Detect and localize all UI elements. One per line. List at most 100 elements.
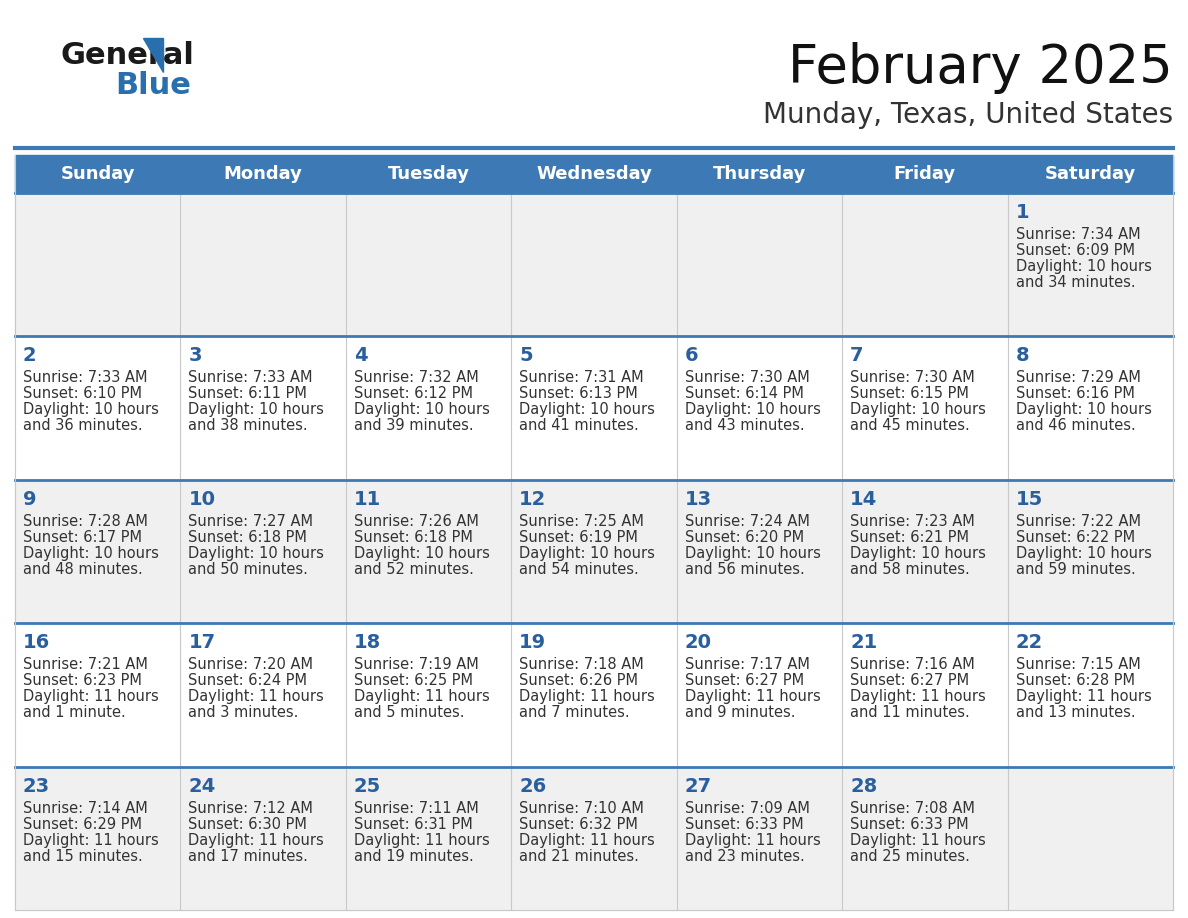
Text: Sunset: 6:30 PM: Sunset: 6:30 PM [189,817,308,832]
Bar [15,193,1173,336]
Text: Daylight: 10 hours: Daylight: 10 hours [1016,402,1151,418]
Text: 23: 23 [23,777,50,796]
Text: and 23 minutes.: and 23 minutes. [684,848,804,864]
Text: and 48 minutes.: and 48 minutes. [23,562,143,577]
Text: Sunrise: 7:10 AM: Sunrise: 7:10 AM [519,800,644,815]
Text: 16: 16 [23,633,50,652]
Text: 8: 8 [1016,346,1029,365]
Text: Sunset: 6:31 PM: Sunset: 6:31 PM [354,817,473,832]
Text: Daylight: 10 hours: Daylight: 10 hours [23,402,159,418]
Text: and 43 minutes.: and 43 minutes. [684,419,804,433]
Text: 2: 2 [23,346,37,365]
Text: and 21 minutes.: and 21 minutes. [519,848,639,864]
Text: 13: 13 [684,490,712,509]
Text: Sunrise: 7:33 AM: Sunrise: 7:33 AM [189,370,312,386]
Text: Sunrise: 7:33 AM: Sunrise: 7:33 AM [23,370,147,386]
Polygon shape [143,38,163,72]
Text: Sunset: 6:16 PM: Sunset: 6:16 PM [1016,386,1135,401]
Text: Sunrise: 7:27 AM: Sunrise: 7:27 AM [189,514,314,529]
Text: Daylight: 10 hours: Daylight: 10 hours [1016,259,1151,274]
Text: Daylight: 11 hours: Daylight: 11 hours [354,689,489,704]
Text: and 11 minutes.: and 11 minutes. [851,705,969,721]
Text: 19: 19 [519,633,546,652]
Bar [15,336,1173,480]
Text: Sunset: 6:33 PM: Sunset: 6:33 PM [851,817,968,832]
Text: Sunrise: 7:21 AM: Sunrise: 7:21 AM [23,657,147,672]
Text: 17: 17 [189,633,215,652]
Text: 9: 9 [23,490,37,509]
Text: Sunrise: 7:30 AM: Sunrise: 7:30 AM [684,370,809,386]
Text: Daylight: 10 hours: Daylight: 10 hours [23,546,159,561]
Text: Sunrise: 7:12 AM: Sunrise: 7:12 AM [189,800,314,815]
Text: and 50 minutes.: and 50 minutes. [189,562,309,577]
Bar [181,155,346,193]
Text: 1: 1 [1016,203,1029,222]
Text: Sunrise: 7:25 AM: Sunrise: 7:25 AM [519,514,644,529]
Text: Sunset: 6:32 PM: Sunset: 6:32 PM [519,817,638,832]
Text: Daylight: 10 hours: Daylight: 10 hours [851,402,986,418]
Bar [677,155,842,193]
Text: Sunrise: 7:09 AM: Sunrise: 7:09 AM [684,800,809,815]
Text: and 5 minutes.: and 5 minutes. [354,705,465,721]
Text: Daylight: 11 hours: Daylight: 11 hours [189,833,324,847]
Text: 28: 28 [851,777,878,796]
Text: Sunrise: 7:24 AM: Sunrise: 7:24 AM [684,514,809,529]
Bar [15,623,1173,767]
Text: Sunday: Sunday [61,165,135,183]
Text: Sunset: 6:15 PM: Sunset: 6:15 PM [851,386,969,401]
Text: and 7 minutes.: and 7 minutes. [519,705,630,721]
Text: Sunset: 6:17 PM: Sunset: 6:17 PM [23,530,143,544]
Text: Sunset: 6:14 PM: Sunset: 6:14 PM [684,386,803,401]
Text: Saturday: Saturday [1044,165,1136,183]
Text: February 2025: February 2025 [789,42,1173,94]
Text: Sunset: 6:10 PM: Sunset: 6:10 PM [23,386,143,401]
Text: Wednesday: Wednesday [536,165,652,183]
Text: Daylight: 10 hours: Daylight: 10 hours [189,402,324,418]
Text: and 34 minutes.: and 34 minutes. [1016,275,1136,290]
Text: and 15 minutes.: and 15 minutes. [23,848,143,864]
Text: 26: 26 [519,777,546,796]
Text: Sunrise: 7:11 AM: Sunrise: 7:11 AM [354,800,479,815]
Text: Sunset: 6:19 PM: Sunset: 6:19 PM [519,530,638,544]
Text: Sunrise: 7:23 AM: Sunrise: 7:23 AM [851,514,975,529]
Text: and 36 minutes.: and 36 minutes. [23,419,143,433]
Text: and 17 minutes.: and 17 minutes. [189,848,309,864]
Bar [842,155,1007,193]
Text: Sunset: 6:27 PM: Sunset: 6:27 PM [684,673,804,688]
Text: and 1 minute.: and 1 minute. [23,705,126,721]
Text: 20: 20 [684,633,712,652]
Text: General: General [61,40,194,70]
Text: Sunset: 6:27 PM: Sunset: 6:27 PM [851,673,969,688]
Text: Daylight: 11 hours: Daylight: 11 hours [851,689,986,704]
Text: Daylight: 11 hours: Daylight: 11 hours [519,689,655,704]
Text: 24: 24 [189,777,216,796]
Text: 11: 11 [354,490,381,509]
Text: 22: 22 [1016,633,1043,652]
Text: Sunrise: 7:18 AM: Sunrise: 7:18 AM [519,657,644,672]
Text: and 38 minutes.: and 38 minutes. [189,419,308,433]
Text: Daylight: 11 hours: Daylight: 11 hours [23,689,159,704]
Text: Sunrise: 7:34 AM: Sunrise: 7:34 AM [1016,227,1140,242]
Text: Sunrise: 7:08 AM: Sunrise: 7:08 AM [851,800,975,815]
Text: Munday, Texas, United States: Munday, Texas, United States [763,101,1173,129]
Text: and 52 minutes.: and 52 minutes. [354,562,474,577]
Text: Sunrise: 7:22 AM: Sunrise: 7:22 AM [1016,514,1140,529]
Text: 14: 14 [851,490,878,509]
Text: Sunset: 6:12 PM: Sunset: 6:12 PM [354,386,473,401]
Text: 3: 3 [189,346,202,365]
Text: 18: 18 [354,633,381,652]
Text: Sunrise: 7:20 AM: Sunrise: 7:20 AM [189,657,314,672]
Text: Daylight: 11 hours: Daylight: 11 hours [1016,689,1151,704]
Text: Sunrise: 7:30 AM: Sunrise: 7:30 AM [851,370,975,386]
Text: Daylight: 10 hours: Daylight: 10 hours [354,546,489,561]
Text: 21: 21 [851,633,878,652]
Bar [15,155,181,193]
Text: 6: 6 [684,346,699,365]
Text: and 46 minutes.: and 46 minutes. [1016,419,1136,433]
Text: Daylight: 10 hours: Daylight: 10 hours [519,402,655,418]
Text: Monday: Monday [223,165,303,183]
Text: Sunrise: 7:15 AM: Sunrise: 7:15 AM [1016,657,1140,672]
Text: and 58 minutes.: and 58 minutes. [851,562,969,577]
Text: Sunset: 6:28 PM: Sunset: 6:28 PM [1016,673,1135,688]
Text: and 19 minutes.: and 19 minutes. [354,848,474,864]
